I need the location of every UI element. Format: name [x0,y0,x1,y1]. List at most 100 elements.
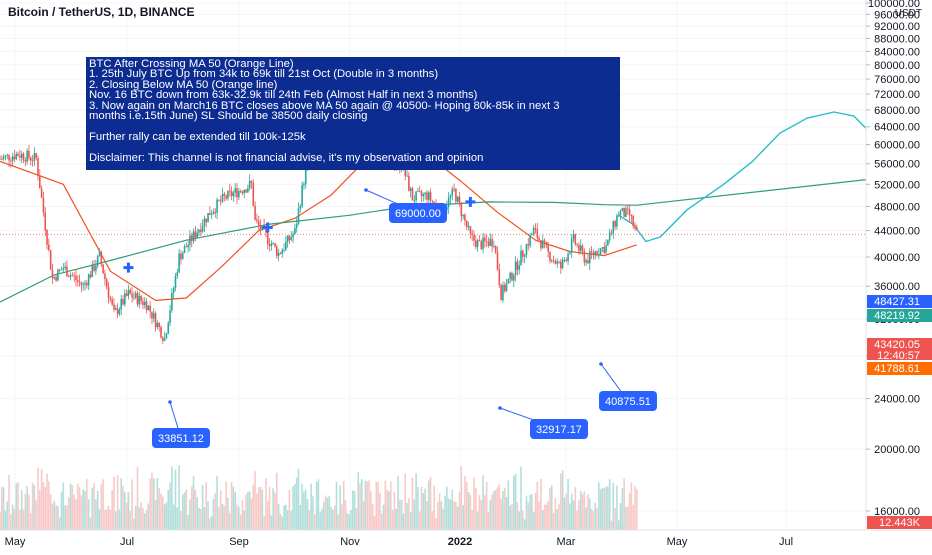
candle-body [167,323,170,334]
candle-body [560,261,562,269]
volume-bar [232,486,235,530]
candle-body [209,213,211,215]
candle-body [149,305,151,312]
y-tick-label: 60000.00 [874,140,920,152]
candle-body [105,279,108,287]
volume-bar [145,509,148,530]
volume-bar [46,473,48,530]
candle-body [538,238,540,241]
volume-bar [462,504,464,530]
candle-body [49,249,52,270]
volume-bar [324,495,327,530]
candle-body [558,261,560,263]
candle-body [601,247,604,249]
candle-body [67,276,70,278]
y-tick-label: 80000.00 [874,60,920,72]
volume-bar [509,505,511,530]
volume-bar [69,483,72,530]
volume-bar [446,486,448,530]
candle-body [522,250,524,257]
price-callout-box [530,419,588,439]
volume-bar [162,496,164,530]
candle-body [1,158,3,160]
volume-bar [484,495,486,530]
annotation-line: Further rally can be extended till 100k-… [89,130,306,143]
candle-body [80,282,83,286]
volume-bar [274,492,276,530]
candle-body [476,240,479,247]
volume-bar [632,504,634,530]
volume-bar [433,485,435,530]
volume-bar [225,481,227,530]
candle-body [279,252,282,254]
candle-body [545,241,548,246]
volume-bar [288,489,291,530]
candle-body [424,192,426,195]
candle-body [484,237,486,242]
volume-bar [116,475,119,530]
candle-body [247,188,249,193]
candle-body [304,165,307,184]
volume-bar [120,478,123,530]
volume-bar [552,512,555,530]
volume-bar [129,511,132,530]
candle-body [531,234,533,236]
volume-bar [98,509,101,530]
volume-bar [607,486,609,530]
candle-body [75,275,77,280]
volume-bar [308,509,311,530]
header: Bitcoin / TetherUS, 1D, BINANCE [8,5,194,19]
volume-bar [62,482,65,530]
price-callout-box [152,428,210,448]
volume-bar [523,519,526,530]
candle-body [180,253,182,260]
volume-bar [574,487,577,530]
volume-bar [114,511,117,530]
volume-bar [569,503,571,530]
volume-bar [196,497,198,530]
volume-bar [122,485,124,530]
annotation-box[interactable]: BTC After Crossing MA 50 (Orange Line) 1.… [86,57,620,170]
candle-body [554,260,557,264]
candle-body [20,153,23,158]
volume-bar [194,489,197,530]
candle-body [621,208,624,212]
candle-body [588,251,591,264]
axis-badge-label: 12:40:57 [877,350,920,362]
volume-bar [332,509,334,530]
candle-body [205,218,208,223]
candle-body [131,293,133,298]
volume-bar [174,469,177,530]
candle-body [152,313,155,319]
series-line-ma-200 [0,178,873,303]
candle-body [87,274,90,286]
candle-body [219,200,222,202]
price-callout-label: 33851.12 [158,433,204,445]
candle-body [301,185,303,207]
price-callout-box [389,203,447,223]
volume-bar [292,486,294,530]
x-tick-label: 2022 [448,536,472,548]
volume-bar [84,491,86,530]
candle-body [581,245,584,252]
volume-bar [183,492,186,530]
volume-bar [518,511,521,530]
volume-bar [516,502,519,530]
price-callout-label: 32917.17 [536,424,582,436]
candle-body [605,245,607,254]
volume-bar [279,513,282,530]
candle-body [594,251,597,256]
volume-bar [22,509,25,530]
volume-bar [502,491,504,530]
volume-bar [608,479,611,530]
candle-body [183,246,186,254]
candle-body [174,275,177,289]
candle-body [230,191,233,197]
candle-body [190,235,193,242]
candle-body [201,226,204,232]
volume-bar [377,482,379,530]
volume-bar [180,510,182,530]
candle-body [13,156,16,160]
